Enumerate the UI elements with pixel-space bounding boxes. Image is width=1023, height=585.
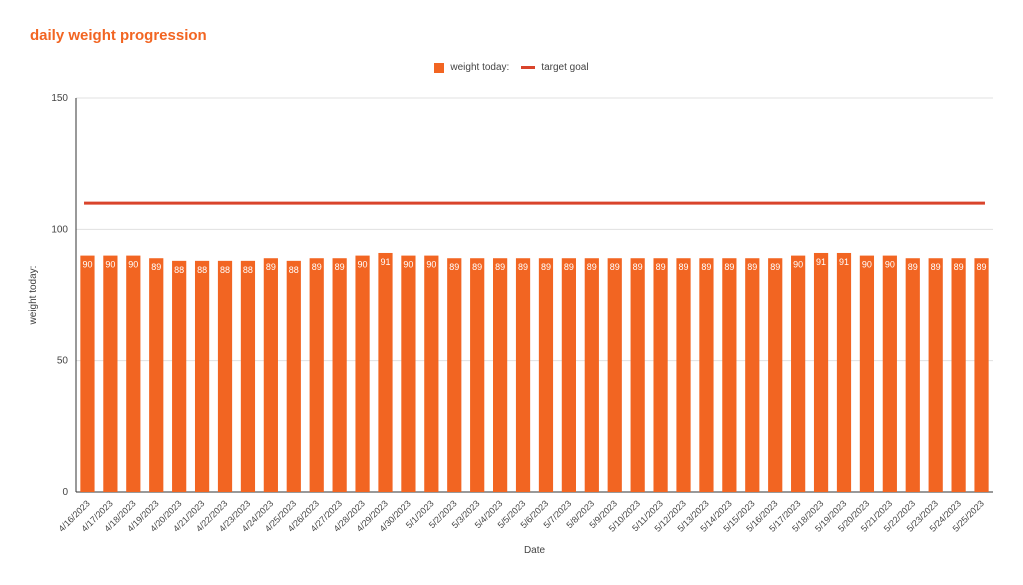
bar-data-label: 89 xyxy=(724,262,734,272)
bar-data-label: 90 xyxy=(82,260,92,270)
legend: weight today: target goal xyxy=(0,62,1023,73)
y-tick-label: 150 xyxy=(51,93,68,104)
bar xyxy=(768,258,783,492)
bar xyxy=(813,252,829,492)
bar xyxy=(378,252,393,492)
bar-data-label: 90 xyxy=(128,260,138,270)
bar xyxy=(699,258,714,492)
bar-data-label: 91 xyxy=(839,257,849,267)
bar-data-label: 89 xyxy=(587,262,597,272)
bar xyxy=(103,255,118,492)
legend-label-target: target goal xyxy=(541,62,589,73)
bar-data-label: 89 xyxy=(518,262,528,272)
bar xyxy=(676,258,691,492)
bar-data-label: 90 xyxy=(403,260,413,270)
bar xyxy=(217,260,233,492)
bar-data-label: 88 xyxy=(197,265,207,275)
bar-data-label: 89 xyxy=(495,262,505,272)
bar-data-label: 88 xyxy=(243,265,253,275)
bar xyxy=(859,255,875,492)
bar xyxy=(309,258,324,492)
bar-data-label: 89 xyxy=(151,262,161,272)
bar xyxy=(80,255,95,492)
bar xyxy=(149,258,164,492)
bar-data-label: 89 xyxy=(908,262,918,272)
bar xyxy=(126,255,141,492)
bar-data-label: 90 xyxy=(862,260,872,270)
bar-data-label: 89 xyxy=(449,262,459,272)
bar xyxy=(905,258,920,492)
bar-data-label: 89 xyxy=(679,262,689,272)
chart-title: daily weight progression xyxy=(30,27,207,44)
bar xyxy=(172,260,187,492)
bar xyxy=(607,258,622,492)
bar xyxy=(240,260,256,492)
bar-data-label: 89 xyxy=(472,262,482,272)
legend-swatch-line xyxy=(521,66,536,69)
bar xyxy=(836,252,852,492)
bar xyxy=(928,258,943,492)
bar-data-label: 89 xyxy=(977,262,987,272)
bar-data-label: 90 xyxy=(885,260,895,270)
bar xyxy=(538,258,554,492)
bar xyxy=(882,255,897,492)
bar xyxy=(332,258,347,492)
bar-data-label: 91 xyxy=(816,257,826,267)
legend-item-target: target goal xyxy=(521,62,589,73)
y-tick-label: 50 xyxy=(57,356,69,367)
bar xyxy=(951,258,966,492)
bar-data-label: 89 xyxy=(610,262,620,272)
bar-data-label: 88 xyxy=(220,265,230,275)
bar xyxy=(630,258,645,492)
x-axis-title: Date xyxy=(524,545,546,556)
bar xyxy=(447,258,462,492)
bar-data-label: 89 xyxy=(564,262,574,272)
bar-data-label: 90 xyxy=(105,260,115,270)
bar-data-label: 88 xyxy=(289,265,299,275)
bar-data-label: 89 xyxy=(312,262,322,272)
bar xyxy=(355,255,370,492)
bar xyxy=(401,255,416,492)
bar-data-label: 89 xyxy=(747,262,757,272)
bar xyxy=(286,260,301,492)
bar-data-label: 91 xyxy=(380,257,390,267)
bar xyxy=(424,255,439,492)
bar-data-label: 89 xyxy=(266,262,276,272)
bar xyxy=(791,255,806,492)
legend-swatch-bar xyxy=(434,62,445,73)
bar xyxy=(584,258,599,492)
bar-data-label: 90 xyxy=(426,260,436,270)
bar-data-label: 89 xyxy=(701,262,711,272)
legend-label-weight: weight today: xyxy=(450,62,510,73)
bar xyxy=(722,258,737,492)
bar xyxy=(974,258,989,492)
bar-data-label: 89 xyxy=(633,262,643,272)
bar xyxy=(194,260,210,492)
y-tick-label: 100 xyxy=(51,224,68,235)
bar-data-label: 89 xyxy=(656,262,666,272)
y-axis-title: weight today: xyxy=(28,266,39,326)
bar-data-label: 90 xyxy=(793,260,803,270)
bar xyxy=(263,258,278,492)
y-tick-label: 0 xyxy=(62,487,68,498)
bar-data-label: 89 xyxy=(770,262,780,272)
bar-data-label: 89 xyxy=(335,262,345,272)
legend-item-weight: weight today: xyxy=(434,62,509,73)
bar xyxy=(515,258,531,492)
bar xyxy=(653,258,668,492)
bar xyxy=(561,258,576,492)
bar xyxy=(470,258,485,492)
bar xyxy=(493,258,508,492)
bar-data-label: 89 xyxy=(931,262,941,272)
bar-data-label: 89 xyxy=(541,262,551,272)
bar-data-label: 89 xyxy=(954,262,964,272)
bar-data-label: 90 xyxy=(358,260,368,270)
bar xyxy=(745,258,760,492)
bar-data-label: 88 xyxy=(174,265,184,275)
